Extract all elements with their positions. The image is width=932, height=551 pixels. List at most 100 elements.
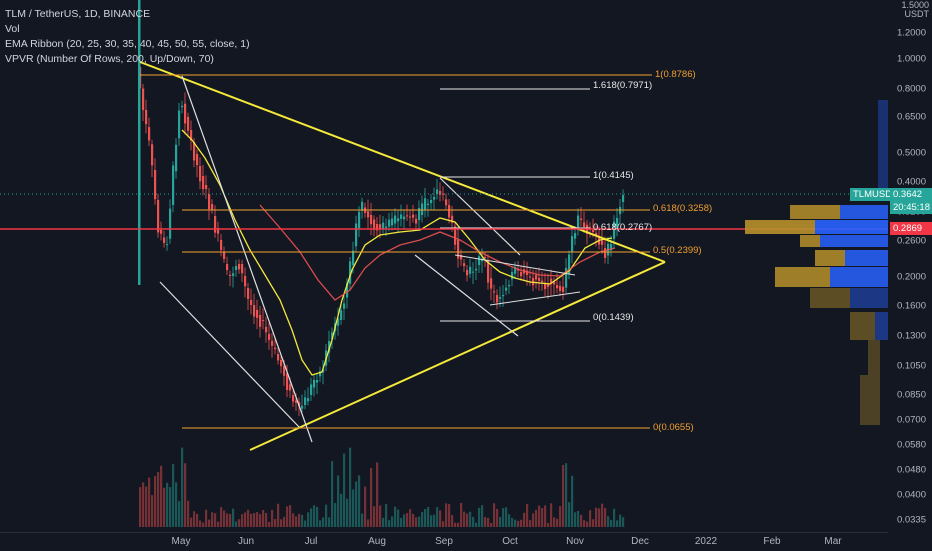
volume-bar [439, 510, 442, 527]
volume-bar [244, 512, 247, 527]
volume-bar [310, 508, 313, 527]
candle-body [400, 214, 403, 219]
volume-bar [202, 522, 205, 527]
volume-bar [502, 508, 505, 527]
wedge-line-4 [439, 177, 521, 256]
volume-bar [250, 513, 253, 527]
candle-body [457, 240, 460, 259]
volume-bar [598, 508, 601, 527]
candle-body [373, 219, 376, 230]
volume-bar [220, 507, 223, 527]
price-tick: 0.2600 [896, 235, 926, 247]
volume-bar [442, 521, 445, 527]
volume-bar [175, 482, 178, 527]
candle-body [214, 216, 217, 233]
legend-ema: EMA Ribbon (20, 25, 30, 35, 40, 45, 50, … [5, 38, 250, 50]
candle-body [448, 205, 451, 218]
time-axis[interactable]: May Jun Jul Aug Sep Oct Nov Dec 2022 Feb… [0, 532, 888, 551]
volume-bar [169, 486, 172, 527]
candle-body [154, 170, 157, 200]
volume-bar [160, 465, 163, 527]
volume-bar [343, 453, 346, 527]
candle-body [559, 285, 562, 291]
volume-bar [223, 510, 226, 527]
candle-body [286, 373, 289, 390]
candle-body [568, 254, 571, 274]
volume-bar [289, 505, 292, 527]
volume-bar [205, 509, 208, 527]
candle-body [406, 215, 409, 217]
volume-bar [514, 519, 517, 527]
candle-body [175, 144, 178, 172]
candle-body [376, 224, 379, 231]
fib-label-2: 1.618(0.7971) [593, 80, 653, 91]
candle-body [388, 219, 391, 227]
candle-body [226, 264, 229, 271]
volume-bar [457, 522, 460, 527]
volume-bar [349, 447, 352, 527]
axis-unit: USDT [904, 9, 930, 19]
candle-body [352, 250, 355, 265]
candle-body [328, 341, 331, 353]
candle-body [307, 398, 310, 402]
volume-bar [529, 520, 532, 527]
candle-body [190, 130, 193, 141]
volume-bar [211, 512, 214, 527]
trendline-lower [249, 261, 666, 451]
price-tick: 0.0700 [896, 414, 926, 426]
volume-bar [574, 512, 577, 527]
candle-body [589, 227, 592, 229]
volume-bar [283, 516, 286, 527]
candle-body [361, 201, 364, 211]
candle-body [391, 218, 394, 226]
candle-body [274, 347, 277, 350]
fib-label-5: 0.618(0.2767) [593, 222, 653, 233]
wedge-line-2 [181, 75, 313, 443]
candle-body [169, 208, 172, 239]
candle-body [244, 276, 247, 287]
candle-body [313, 379, 316, 388]
candle-body [138, 0, 141, 285]
volume-bar [421, 512, 424, 527]
candle-body [268, 333, 271, 340]
candle-body [445, 199, 448, 206]
volume-bar [262, 509, 265, 527]
candle-body [544, 282, 547, 290]
volume-bar [178, 501, 181, 527]
wedge-line-6 [489, 291, 581, 306]
candle-body [553, 281, 556, 285]
time-label: Jul [304, 536, 318, 547]
volume-bar [562, 464, 565, 527]
price-tick: 0.4000 [896, 176, 926, 188]
volume-bar [337, 475, 340, 527]
volume-bar [487, 518, 490, 527]
volume-bar [526, 503, 529, 527]
volume-bar [238, 519, 241, 527]
volume-bar [577, 510, 580, 527]
volume-bar [217, 521, 220, 527]
price-tick: 0.1600 [896, 300, 926, 312]
price-tick: 0.0335 [896, 514, 926, 526]
legend-vol: Vol [5, 23, 20, 35]
volume-bar [589, 510, 592, 527]
candle-body [310, 384, 313, 395]
candle-body [538, 277, 541, 281]
volume-bar [232, 508, 235, 527]
price-axis[interactable]: 1.5000 USDT 1.2000 1.0000 0.8000 0.6500 … [888, 0, 932, 550]
volume-bar [340, 493, 343, 527]
time-label: 2022 [694, 536, 718, 547]
fib-label-1: 1(0.8786) [655, 69, 696, 80]
candle-body [478, 256, 481, 265]
candle-body [148, 127, 151, 141]
symbol-tag: TLMUSDT [850, 188, 898, 201]
candle-body [211, 204, 214, 210]
volume-bar [241, 514, 244, 527]
candle-body [622, 194, 625, 202]
volume-bar [280, 519, 283, 527]
legend-title: TLM / TetherUS, 1D, BINANCE [5, 8, 151, 20]
candle-body [241, 264, 244, 274]
volume-bar [352, 489, 355, 527]
candle-body [295, 400, 298, 403]
price-chart[interactable] [0, 0, 888, 532]
volume-bar [535, 509, 538, 527]
